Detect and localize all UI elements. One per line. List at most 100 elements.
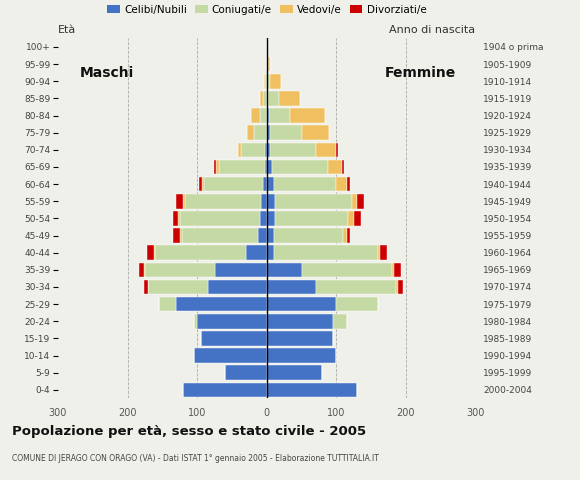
Bar — [268, 57, 270, 72]
Bar — [219, 160, 264, 174]
Bar — [274, 228, 343, 243]
Bar — [275, 211, 348, 226]
Bar — [269, 108, 290, 123]
Text: Maschi: Maschi — [79, 66, 134, 80]
Bar — [263, 177, 267, 192]
Bar — [194, 314, 197, 328]
Bar — [260, 108, 267, 123]
Bar — [354, 211, 361, 226]
Bar — [263, 91, 267, 106]
Bar — [197, 314, 267, 328]
Bar — [267, 348, 336, 363]
Bar — [351, 194, 357, 208]
Bar — [267, 365, 322, 380]
Bar — [336, 297, 378, 312]
Bar — [268, 91, 278, 106]
Bar — [267, 245, 274, 260]
Bar — [316, 143, 336, 157]
Bar — [216, 160, 219, 174]
Bar — [267, 263, 302, 277]
Bar — [267, 194, 275, 208]
Text: Età: Età — [58, 25, 76, 35]
Bar — [194, 348, 267, 363]
Bar — [316, 280, 396, 294]
Bar — [267, 125, 270, 140]
Bar — [198, 177, 202, 192]
Bar — [215, 263, 267, 277]
Bar — [267, 383, 357, 397]
Text: COMUNE DI JERAGO CON ORAGO (VA) - Dati ISTAT 1° gennaio 2005 - Elaborazione TUTT: COMUNE DI JERAGO CON ORAGO (VA) - Dati I… — [12, 454, 379, 463]
Bar — [238, 143, 241, 157]
Bar — [184, 194, 261, 208]
Bar — [398, 280, 403, 294]
Legend: Celibi/Nubili, Coniugati/e, Vedovi/e, Divorziati/e: Celibi/Nubili, Coniugati/e, Vedovi/e, Di… — [103, 0, 430, 19]
Bar — [392, 263, 394, 277]
Bar — [333, 314, 347, 328]
Bar — [378, 245, 380, 260]
Bar — [179, 211, 180, 226]
Bar — [267, 160, 273, 174]
Bar — [266, 74, 267, 88]
Bar — [252, 108, 260, 123]
Bar — [147, 245, 154, 260]
Bar — [267, 108, 269, 123]
Bar — [208, 280, 267, 294]
Bar — [144, 280, 148, 294]
Bar — [274, 245, 378, 260]
Bar — [267, 91, 268, 106]
Bar — [267, 297, 336, 312]
Bar — [275, 194, 351, 208]
Bar — [394, 263, 401, 277]
Bar — [145, 263, 215, 277]
Bar — [347, 177, 350, 192]
Bar — [336, 177, 347, 192]
Bar — [154, 245, 155, 260]
Bar — [204, 177, 263, 192]
Text: Anno di nascita: Anno di nascita — [390, 25, 476, 35]
Bar — [380, 245, 387, 260]
Bar — [264, 74, 266, 88]
Bar — [328, 160, 342, 174]
Bar — [261, 194, 267, 208]
Bar — [302, 263, 392, 277]
Bar — [202, 177, 204, 192]
Bar — [180, 211, 260, 226]
Text: Femmine: Femmine — [385, 66, 455, 80]
Bar — [267, 177, 274, 192]
Bar — [336, 143, 339, 157]
Bar — [176, 297, 267, 312]
Bar — [357, 194, 364, 208]
Bar — [267, 280, 316, 294]
Bar — [396, 280, 398, 294]
Bar — [266, 143, 267, 157]
Bar — [247, 125, 254, 140]
Bar — [159, 297, 176, 312]
Bar — [267, 228, 274, 243]
Bar — [264, 160, 267, 174]
Bar — [173, 228, 180, 243]
Bar — [270, 143, 316, 157]
Bar — [302, 125, 329, 140]
Bar — [155, 245, 246, 260]
Bar — [173, 211, 179, 226]
Bar — [214, 160, 216, 174]
Bar — [183, 383, 267, 397]
Bar — [225, 365, 267, 380]
Bar — [176, 194, 183, 208]
Bar — [144, 263, 145, 277]
Bar — [267, 143, 270, 157]
Bar — [273, 160, 328, 174]
Bar — [139, 263, 144, 277]
Bar — [290, 108, 325, 123]
Bar — [259, 228, 267, 243]
Bar — [254, 125, 267, 140]
Bar — [260, 211, 267, 226]
Bar — [267, 314, 333, 328]
Bar — [270, 125, 302, 140]
Bar — [348, 211, 354, 226]
Bar — [201, 331, 267, 346]
Bar — [267, 74, 270, 88]
Bar — [148, 280, 208, 294]
Bar — [246, 245, 267, 260]
Bar — [241, 143, 266, 157]
